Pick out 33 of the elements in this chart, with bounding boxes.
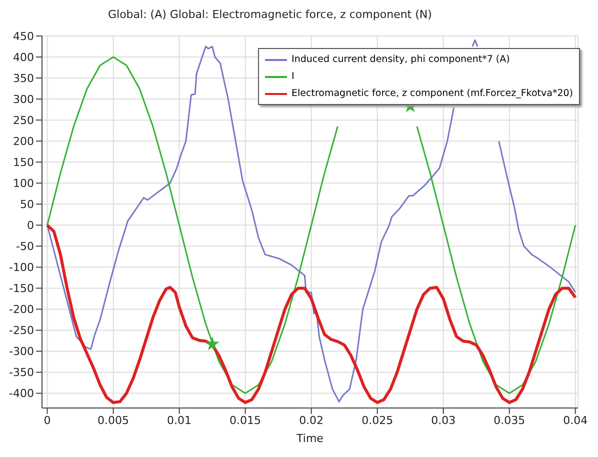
x-tick-label: 0 [44, 414, 51, 427]
x-tick-label: 0.03 [431, 414, 456, 427]
y-tick-label: 250 [13, 114, 34, 127]
y-tick-label: 400 [13, 50, 34, 64]
x-tick-label: 0.015 [230, 414, 262, 427]
x-axis-title: Time [296, 432, 324, 445]
x-tick-label: 0.035 [494, 414, 526, 427]
x-tick-label: 0.02 [299, 414, 324, 427]
y-tick-label: -200 [9, 303, 34, 316]
y-tick-label: -300 [9, 345, 34, 358]
legend-label: Induced current density, phi component*7 (A) [292, 54, 510, 65]
y-tick-label: 450 [13, 30, 34, 43]
y-tick-label: 50 [20, 198, 34, 212]
y-tick-label: 200 [13, 134, 34, 148]
y-tick-label: -400 [9, 387, 34, 400]
legend-label: Electromagnetic force, z component (mf.Forcez_Fkotva*20) [292, 88, 573, 99]
chart-title: Global: (A) Global: Electromagnetic force, z component (N) [107, 8, 433, 22]
y-tick-label: -250 [9, 324, 34, 338]
line-series [46, 224, 577, 404]
y-tick-label: 0 [27, 219, 34, 232]
x-tick-label: 0.005 [98, 414, 130, 427]
y-tick-label: 300 [13, 92, 34, 106]
x-tick-label: 0.04 [563, 414, 588, 427]
y-tick-label: 350 [13, 72, 34, 85]
y-tick-label: -50 [16, 240, 34, 254]
y-tick-label: -350 [9, 366, 34, 380]
y-tick-label: -100 [9, 261, 34, 274]
y-tick-label: -150 [9, 282, 34, 296]
y-tick-label: 150 [13, 156, 34, 170]
x-tick-label: 0.025 [362, 414, 394, 427]
x-tick-label: 0.01 [167, 414, 192, 427]
legend-label: I [292, 71, 294, 82]
y-tick-label: 100 [13, 177, 34, 190]
